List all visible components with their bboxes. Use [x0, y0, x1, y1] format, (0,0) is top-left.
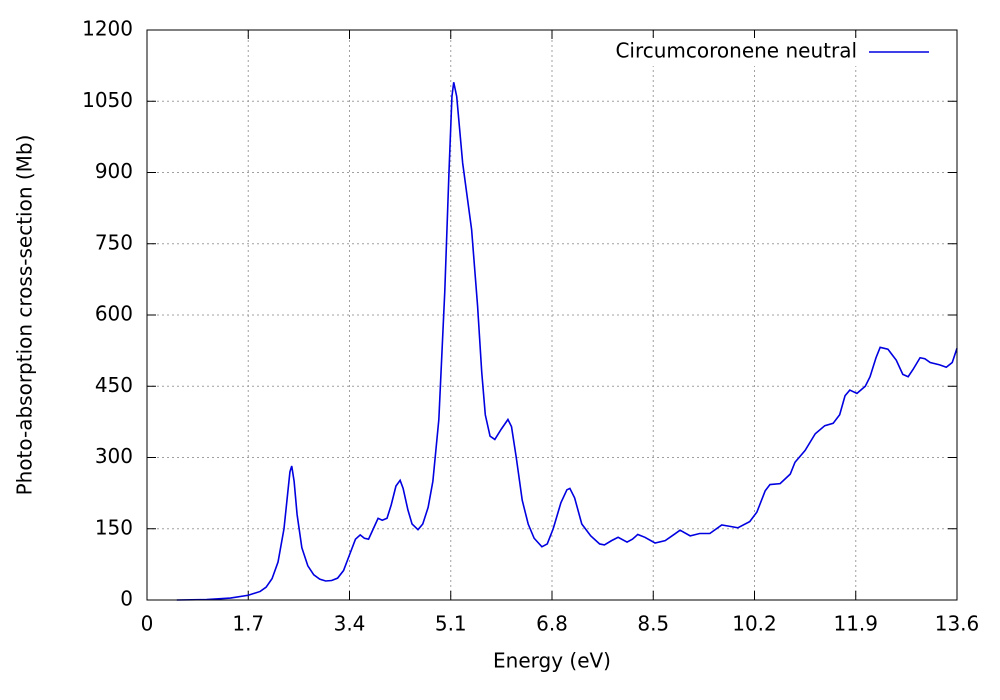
y-tick-label: 1050 — [82, 88, 133, 112]
plot-frame — [146, 29, 958, 601]
x-axis-label: Energy (eV) — [493, 649, 611, 673]
x-tick-label: 8.5 — [637, 612, 669, 636]
x-tick-label: 10.2 — [732, 612, 777, 636]
data-line — [176, 82, 958, 601]
y-tick-label: 150 — [95, 515, 133, 539]
y-axis-label: Photo-absorption cross-section (Mb) — [13, 135, 37, 496]
x-tick-label: 0 — [141, 612, 154, 636]
y-tick-label: 0 — [120, 587, 133, 611]
y-tick-label: 900 — [95, 159, 133, 183]
x-tick-label: 6.8 — [536, 612, 568, 636]
x-tick-label: 5.1 — [435, 612, 467, 636]
y-tick-label: 1200 — [82, 17, 133, 41]
y-tick-label: 600 — [95, 302, 133, 326]
x-tick-label: 11.9 — [833, 612, 878, 636]
x-tick-label: 13.6 — [935, 612, 980, 636]
x-tick-label: 3.4 — [334, 612, 366, 636]
x-tick-label: 1.7 — [232, 612, 264, 636]
y-tick-label: 750 — [95, 230, 133, 254]
y-tick-label: 300 — [95, 444, 133, 468]
legend-label: Circumcoronene neutral — [615, 39, 857, 63]
y-tick-label: 450 — [95, 373, 133, 397]
